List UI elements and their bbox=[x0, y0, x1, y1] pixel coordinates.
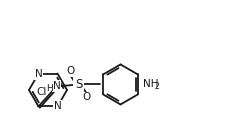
Text: O: O bbox=[82, 92, 90, 102]
Text: NH: NH bbox=[143, 79, 158, 89]
Text: N: N bbox=[34, 69, 42, 79]
Text: N: N bbox=[53, 102, 61, 111]
Text: 2: 2 bbox=[154, 82, 159, 91]
Text: O: O bbox=[66, 66, 74, 76]
Text: H: H bbox=[46, 84, 53, 93]
Text: S: S bbox=[74, 78, 82, 91]
Text: N: N bbox=[52, 81, 60, 91]
Text: Cl: Cl bbox=[36, 87, 46, 97]
